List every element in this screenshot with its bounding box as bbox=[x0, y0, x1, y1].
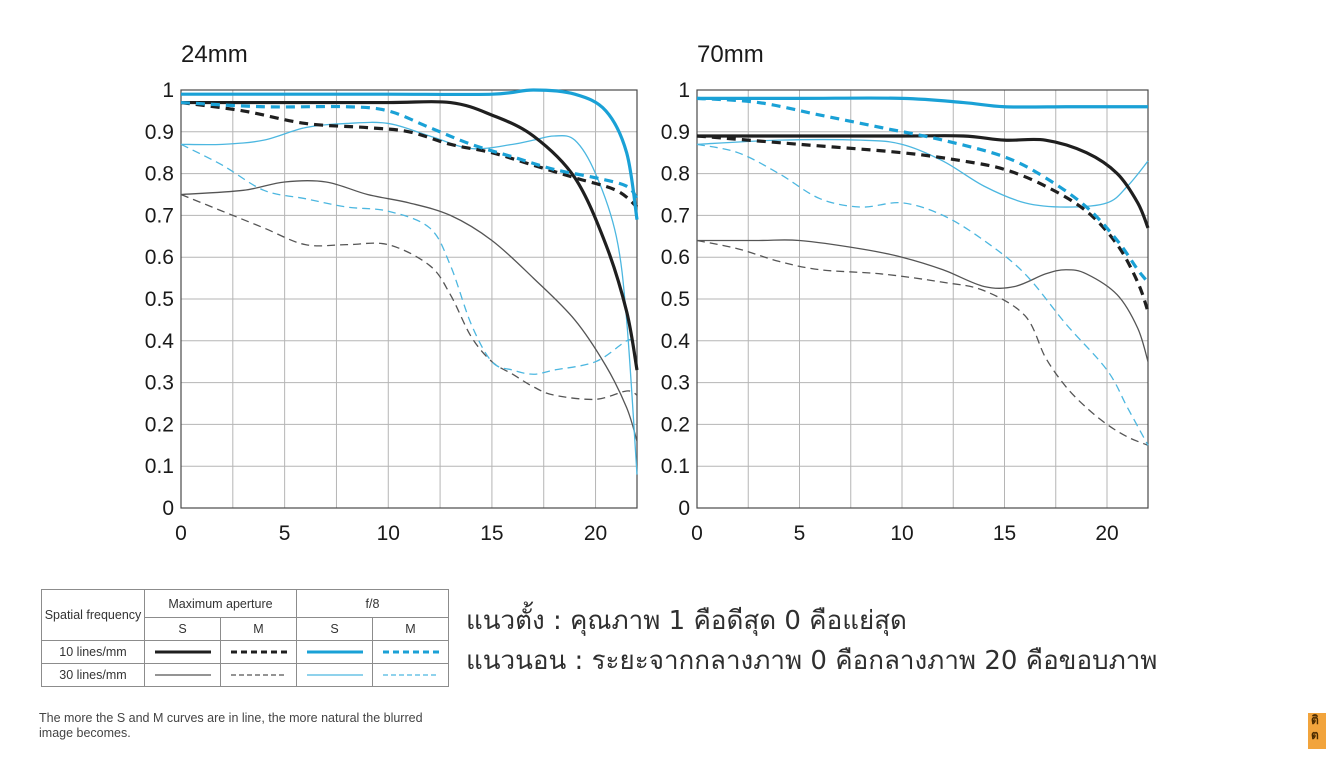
legend-spatial-frequency: Spatial frequency bbox=[41, 589, 145, 641]
y-tick-label: 0.8 bbox=[145, 163, 174, 186]
legend-swatch-max-m-10 bbox=[220, 640, 297, 664]
y-tick-label: 0.9 bbox=[145, 121, 174, 144]
x-tick-label: 10 bbox=[890, 522, 913, 545]
series-line-max-m-10 bbox=[696, 134, 1150, 313]
legend-f8-m: M bbox=[372, 617, 449, 641]
x-tick-label: 0 bbox=[175, 522, 187, 545]
x-tick-label: 5 bbox=[794, 522, 806, 545]
legend-f8-s: S bbox=[296, 617, 373, 641]
y-tick-label: 0.1 bbox=[145, 455, 174, 478]
chart-title: 70mm bbox=[697, 41, 764, 68]
legend-max-m: M bbox=[220, 617, 297, 641]
x-tick-label: 20 bbox=[584, 522, 607, 545]
plot-frame bbox=[180, 89, 638, 509]
legend-swatch-max-s-10 bbox=[144, 640, 221, 664]
y-tick-label: 1 bbox=[678, 79, 690, 102]
y-tick-label: 0.2 bbox=[145, 413, 174, 436]
series-line-f8-m-30 bbox=[180, 143, 638, 375]
series-line-max-m-30 bbox=[180, 193, 638, 401]
legend-max-aperture: Maximum aperture bbox=[144, 589, 297, 618]
y-tick-label: 0.1 bbox=[661, 455, 690, 478]
series-line-f8-s-10 bbox=[180, 88, 639, 220]
legend-f8: f/8 bbox=[296, 589, 449, 618]
y-tick-label: 0 bbox=[678, 497, 690, 520]
series-line-max-s-30 bbox=[180, 180, 638, 442]
x-tick-label: 0 bbox=[691, 522, 703, 545]
y-tick-label: 0.9 bbox=[661, 121, 690, 144]
series-line-max-m-30 bbox=[696, 239, 1149, 446]
legend-swatch-f8-m-30 bbox=[372, 663, 449, 687]
legend-row-10: 10 lines/mm bbox=[41, 640, 145, 664]
chart-title: 24mm bbox=[181, 41, 248, 68]
legend-max-s: S bbox=[144, 617, 221, 641]
x-tick-label: 15 bbox=[993, 522, 1016, 545]
series-line-max-s-10 bbox=[697, 134, 1150, 229]
y-tick-label: 0 bbox=[162, 497, 174, 520]
horizontal-axis-explanation: แนวนอน : ระยะจากกลางภาพ 0 คือกลางภาพ 20 … bbox=[466, 646, 1158, 676]
y-tick-label: 0.4 bbox=[145, 330, 175, 353]
legend-swatch-max-m-30 bbox=[220, 663, 297, 687]
y-tick-label: 0.7 bbox=[661, 204, 690, 227]
legend-swatch-f8-m-10 bbox=[372, 640, 449, 664]
legend-swatch-f8-s-30 bbox=[296, 663, 373, 687]
axis-explanation: แนวตั้ง : คุณภาพ 1 คือดีสุด 0 คือแย่สุด … bbox=[466, 601, 1157, 681]
series-line-f8-m-30 bbox=[696, 143, 1149, 446]
series-line-max-s-10 bbox=[181, 100, 639, 371]
vertical-axis-explanation: แนวตั้ง : คุณภาพ 1 คือดีสุด 0 คือแย่สุด bbox=[466, 606, 907, 636]
series-line-f8-s-30 bbox=[180, 121, 638, 475]
y-tick-label: 1 bbox=[162, 79, 174, 102]
series-line-f8-m-10 bbox=[180, 100, 639, 200]
series-line-f8-m-10 bbox=[696, 96, 1150, 284]
series-line-max-m-10 bbox=[180, 100, 639, 209]
y-tick-label: 0.4 bbox=[661, 330, 691, 353]
legend-note: The more the S and M curves are in line,… bbox=[39, 711, 423, 740]
series-line-f8-s-30 bbox=[696, 138, 1149, 208]
legend-swatch-f8-s-10 bbox=[296, 640, 373, 664]
series-line-f8-s-10 bbox=[697, 96, 1148, 109]
legend-table: Spatial frequency Maximum aperture f/8 S… bbox=[41, 589, 449, 687]
series-line-max-s-30 bbox=[697, 239, 1149, 362]
x-tick-label: 15 bbox=[480, 522, 503, 545]
corner-badge: ติ ต bbox=[1308, 713, 1326, 749]
legend-swatch-max-s-30 bbox=[144, 663, 221, 687]
y-tick-label: 0.5 bbox=[661, 288, 690, 311]
y-tick-label: 0.2 bbox=[661, 413, 690, 436]
plot-frame bbox=[696, 89, 1149, 509]
y-tick-label: 0.5 bbox=[145, 288, 174, 311]
x-tick-label: 20 bbox=[1095, 522, 1118, 545]
y-tick-label: 0.6 bbox=[661, 246, 690, 269]
y-tick-label: 0.6 bbox=[145, 246, 174, 269]
x-tick-label: 5 bbox=[279, 522, 291, 545]
y-tick-label: 0.8 bbox=[661, 163, 690, 186]
x-tick-label: 10 bbox=[377, 522, 400, 545]
y-tick-label: 0.7 bbox=[145, 204, 174, 227]
legend-row-30: 30 lines/mm bbox=[41, 663, 145, 687]
y-tick-label: 0.3 bbox=[661, 372, 690, 395]
y-tick-label: 0.3 bbox=[145, 372, 174, 395]
